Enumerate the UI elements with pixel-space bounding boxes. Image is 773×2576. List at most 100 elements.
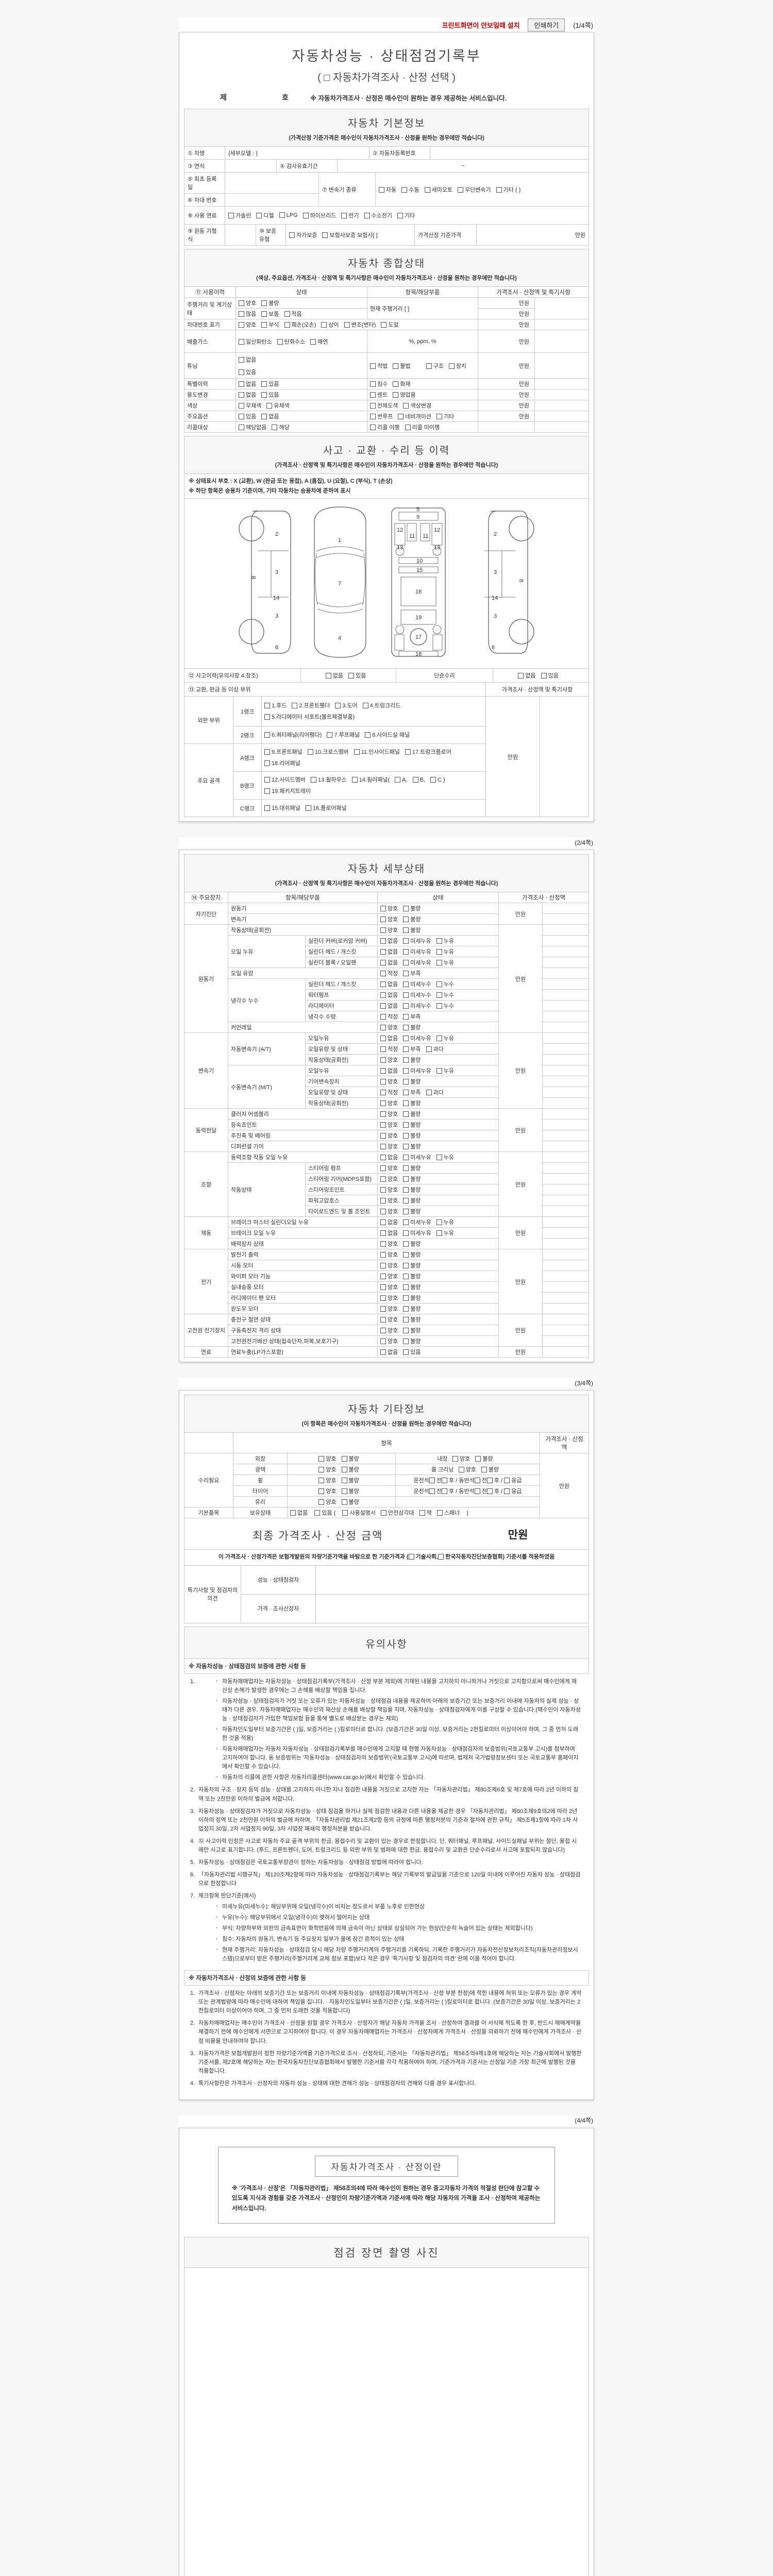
checkbox-option[interactable]: 불량 — [403, 1315, 421, 1324]
checkbox-option[interactable]: 상이 — [321, 320, 339, 329]
checkbox-option[interactable]: 미세누수 — [403, 980, 431, 988]
checkbox[interactable] — [380, 927, 386, 934]
checkbox-option[interactable]: 적법 — [370, 362, 388, 370]
checkbox-option[interactable]: 썬루프 — [370, 412, 393, 420]
checkbox-option[interactable]: 불량 — [403, 915, 421, 923]
checkbox[interactable] — [403, 1274, 409, 1280]
checkbox[interactable] — [403, 906, 409, 912]
price-note-cell[interactable] — [542, 1000, 589, 1012]
checkbox-option[interactable]: 불량 — [403, 1207, 421, 1215]
price-note-cell[interactable] — [542, 1076, 589, 1088]
checkbox-option[interactable]: 불량 — [341, 1487, 359, 1495]
checkbox[interactable] — [362, 702, 368, 708]
checkbox[interactable] — [403, 1349, 409, 1355]
checkbox[interactable] — [261, 414, 267, 419]
checkbox-option[interactable]: 없음 — [239, 380, 256, 388]
price-note-cell[interactable] — [534, 378, 589, 389]
checkbox[interactable] — [365, 732, 371, 738]
checkbox[interactable] — [475, 1456, 481, 1462]
checkbox[interactable] — [393, 381, 399, 387]
checkbox-option[interactable]: 없음 — [325, 671, 343, 680]
checkbox[interactable] — [474, 1488, 480, 1495]
checkbox[interactable] — [403, 981, 409, 988]
checkbox-option[interactable]: 불량 — [403, 904, 421, 912]
price-note-cell[interactable] — [542, 1206, 589, 1217]
checkbox-option[interactable]: LPG — [279, 212, 298, 218]
checkbox[interactable] — [481, 1467, 487, 1473]
checkbox[interactable] — [266, 403, 273, 409]
checkbox[interactable] — [380, 1306, 386, 1312]
checkbox[interactable] — [403, 1252, 409, 1258]
checkbox-option[interactable]: 양호 — [458, 1465, 476, 1473]
checkbox[interactable] — [403, 1100, 409, 1107]
checkbox-option[interactable]: 적정 — [380, 969, 398, 977]
checkbox-option[interactable]: 양호 — [380, 1077, 398, 1086]
checkbox-option[interactable]: 불량 — [403, 1121, 421, 1129]
checkbox[interactable] — [380, 992, 386, 998]
price-note-cell[interactable] — [542, 1119, 589, 1131]
checkbox[interactable] — [261, 322, 267, 328]
checkbox-option[interactable]: C ) — [430, 774, 445, 786]
checkbox[interactable] — [261, 311, 267, 317]
checkbox-option[interactable]: 양호 — [239, 299, 256, 307]
checkbox[interactable] — [239, 425, 244, 430]
checkbox-option[interactable]: 3.도어 — [335, 700, 358, 711]
checkbox-option[interactable]: B, — [412, 774, 425, 786]
checkbox[interactable] — [239, 403, 244, 409]
checkbox-option[interactable]: 훼손(오손) — [284, 320, 316, 329]
checkbox-option[interactable]: 누유 — [436, 958, 454, 967]
price-note-cell[interactable] — [534, 330, 589, 353]
checkbox-option[interactable]: 없음 — [518, 671, 536, 680]
checkbox-option[interactable]: 19.패키지트레이 — [264, 786, 311, 797]
checkbox[interactable] — [430, 776, 436, 783]
checkbox-option[interactable]: 양호 — [380, 1261, 398, 1269]
checkbox[interactable] — [380, 1025, 386, 1031]
checkbox[interactable] — [403, 938, 409, 944]
checkbox-option[interactable]: 부족 — [403, 1045, 421, 1053]
price-note-cell[interactable] — [534, 297, 589, 319]
checkbox-option[interactable]: 양호 — [380, 904, 398, 912]
checkbox[interactable] — [310, 338, 316, 345]
checkbox-option[interactable]: 구조 — [426, 362, 444, 370]
checkbox[interactable] — [264, 788, 270, 794]
checkbox-option[interactable]: 양호 — [380, 1056, 398, 1064]
checkbox[interactable] — [429, 1478, 435, 1484]
checkbox[interactable] — [403, 1057, 409, 1063]
checkbox-option[interactable]: 불량 — [481, 1465, 499, 1473]
checkbox[interactable] — [403, 927, 409, 934]
checkbox[interactable] — [321, 322, 327, 328]
checkbox-option[interactable]: 14.필러패널( — [351, 774, 390, 786]
price-note-cell[interactable] — [542, 1270, 589, 1282]
checkbox-option[interactable]: 누유 — [436, 1066, 454, 1075]
checkbox-option[interactable]: 누수 — [436, 980, 454, 988]
checkbox-option[interactable]: 수동 — [401, 185, 419, 194]
checkbox-option[interactable]: 양호 — [239, 320, 256, 329]
checkbox-option[interactable]: 있음 — [239, 368, 359, 376]
price-note-cell[interactable] — [542, 1335, 589, 1347]
checkbox-option[interactable]: 4.트렁크리드 — [362, 700, 400, 711]
checkbox-option[interactable]: 일산화탄소 — [239, 337, 272, 346]
checkbox-option[interactable]: 9.프론트패널 — [264, 747, 303, 758]
checkbox[interactable] — [239, 338, 244, 345]
checkbox[interactable] — [289, 232, 295, 238]
checkbox-option[interactable]: 양호 — [380, 1131, 398, 1140]
checkbox[interactable] — [405, 749, 411, 755]
checkbox[interactable] — [380, 1036, 386, 1042]
checkbox-option[interactable]: 양호 — [380, 1240, 398, 1248]
checkbox-option[interactable]: 12.사이드멤버 — [264, 774, 306, 786]
checkbox[interactable] — [264, 776, 270, 783]
checkbox-option[interactable]: 적정 — [380, 1012, 398, 1021]
inspector-opinion-input[interactable] — [315, 1565, 589, 1595]
checkbox[interactable] — [504, 1478, 510, 1484]
checkbox[interactable] — [314, 1510, 321, 1516]
checkbox[interactable] — [364, 213, 370, 218]
checkbox[interactable] — [264, 760, 270, 766]
checkbox[interactable] — [403, 1328, 409, 1334]
checkbox[interactable] — [403, 1176, 409, 1182]
checkbox[interactable] — [239, 392, 244, 398]
checkbox[interactable] — [341, 1467, 347, 1473]
checkbox[interactable] — [284, 322, 290, 328]
price-note-cell[interactable] — [542, 1108, 589, 1120]
checkbox[interactable] — [403, 1241, 409, 1247]
checkbox-option[interactable]: 불량 — [403, 1261, 421, 1269]
